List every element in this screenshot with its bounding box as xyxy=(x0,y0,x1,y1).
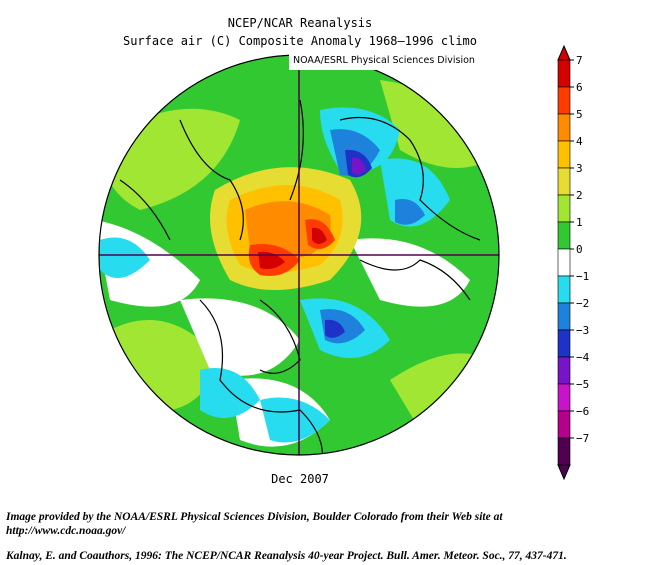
colorbar-bin xyxy=(557,383,571,412)
colorbar-bin xyxy=(557,221,571,250)
colorbar-bin xyxy=(557,86,571,115)
colorbar-bin xyxy=(557,410,571,439)
anomaly-map xyxy=(98,54,500,456)
colorbar-tick-label: −6 xyxy=(576,405,589,418)
provider-label: NOAA/ESRL Physical Sciences Division xyxy=(289,52,500,70)
date-label: Dec 2007 xyxy=(271,472,329,486)
colorbar-bin xyxy=(557,356,571,385)
colorbar-bin xyxy=(557,302,571,331)
colorbar-max-arrow xyxy=(557,44,571,61)
colorbar-bin xyxy=(557,437,571,466)
colorbar-tick-label: 2 xyxy=(576,189,583,202)
credit-text: Image provided by the NOAA/ESRL Physical… xyxy=(6,511,503,537)
colorbar: 7 6 5 4 3 2 1 0 −1 −2 −3 −4 −5 −6 −7 xyxy=(557,44,590,481)
colorbar-tick-label: 3 xyxy=(576,162,583,175)
colorbar-tick-label: −5 xyxy=(576,378,589,391)
anomaly-field xyxy=(99,55,499,455)
colorbar-tick-label: −3 xyxy=(576,324,589,337)
colorbar-bin xyxy=(557,140,571,169)
colorbar-bin xyxy=(557,329,571,358)
colorbar-tick-label: −7 xyxy=(576,432,589,445)
colorbar-min-arrow xyxy=(557,464,571,481)
colorbar-tick-label: 4 xyxy=(576,135,583,148)
colorbar-tick-label: 6 xyxy=(576,81,583,94)
colorbar-tick-label: 1 xyxy=(576,216,583,229)
colorbar-tick-label: 7 xyxy=(576,54,583,67)
map-subtitle: Surface air (C) Composite Anomaly 1968–1… xyxy=(122,34,477,48)
colorbar-bin xyxy=(557,167,571,196)
colorbar-tick-label: 0 xyxy=(576,243,583,256)
colorbar-tick-label: −2 xyxy=(576,297,589,310)
colorbar-bin xyxy=(557,275,571,304)
colorbar-tick-label: −4 xyxy=(576,351,590,364)
colorbar-tick-label: 5 xyxy=(576,108,583,121)
citation-text: Kalnay, E. and Coauthors, 1996: The NCEP… xyxy=(6,550,567,562)
colorbar-bin xyxy=(557,113,571,142)
coastlines xyxy=(119,99,481,455)
colorbar-bin xyxy=(557,59,571,88)
colorbar-tick-label: −1 xyxy=(576,270,589,283)
colorbar-bin xyxy=(557,248,571,277)
colorbar-bin xyxy=(557,194,571,223)
map-title: NCEP/NCAR Reanalysis xyxy=(227,16,373,30)
